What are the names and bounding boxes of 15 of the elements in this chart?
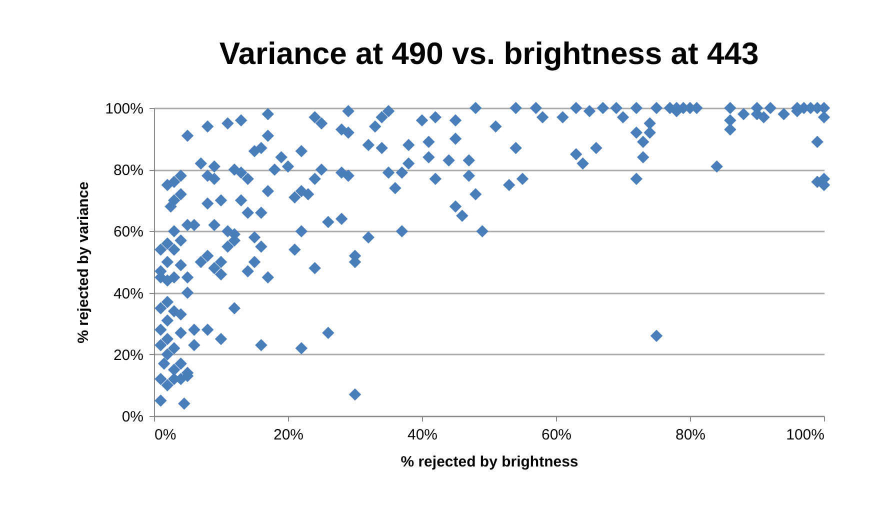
x-tick-label: 80% <box>675 426 706 444</box>
y-tick-label: 80% <box>113 162 144 180</box>
x-tick-label: 60% <box>541 426 572 444</box>
y-tick-label: 20% <box>113 346 144 364</box>
chart-title: Variance at 490 vs. brightness at 443 <box>219 36 759 71</box>
y-axis-title: % rejected by variance <box>75 182 92 344</box>
y-tick-label: 40% <box>113 285 144 302</box>
y-tick-label: 100% <box>105 100 144 118</box>
x-tick-label: 20% <box>273 426 304 444</box>
x-tick-label: 40% <box>407 426 438 444</box>
y-tick-label: 0% <box>122 408 144 426</box>
x-axis-title: % rejected by brightness <box>400 454 578 470</box>
x-tick-label: 100% <box>786 426 824 444</box>
y-tick-label: 60% <box>113 224 144 241</box>
x-tick-label: 0% <box>154 426 176 444</box>
